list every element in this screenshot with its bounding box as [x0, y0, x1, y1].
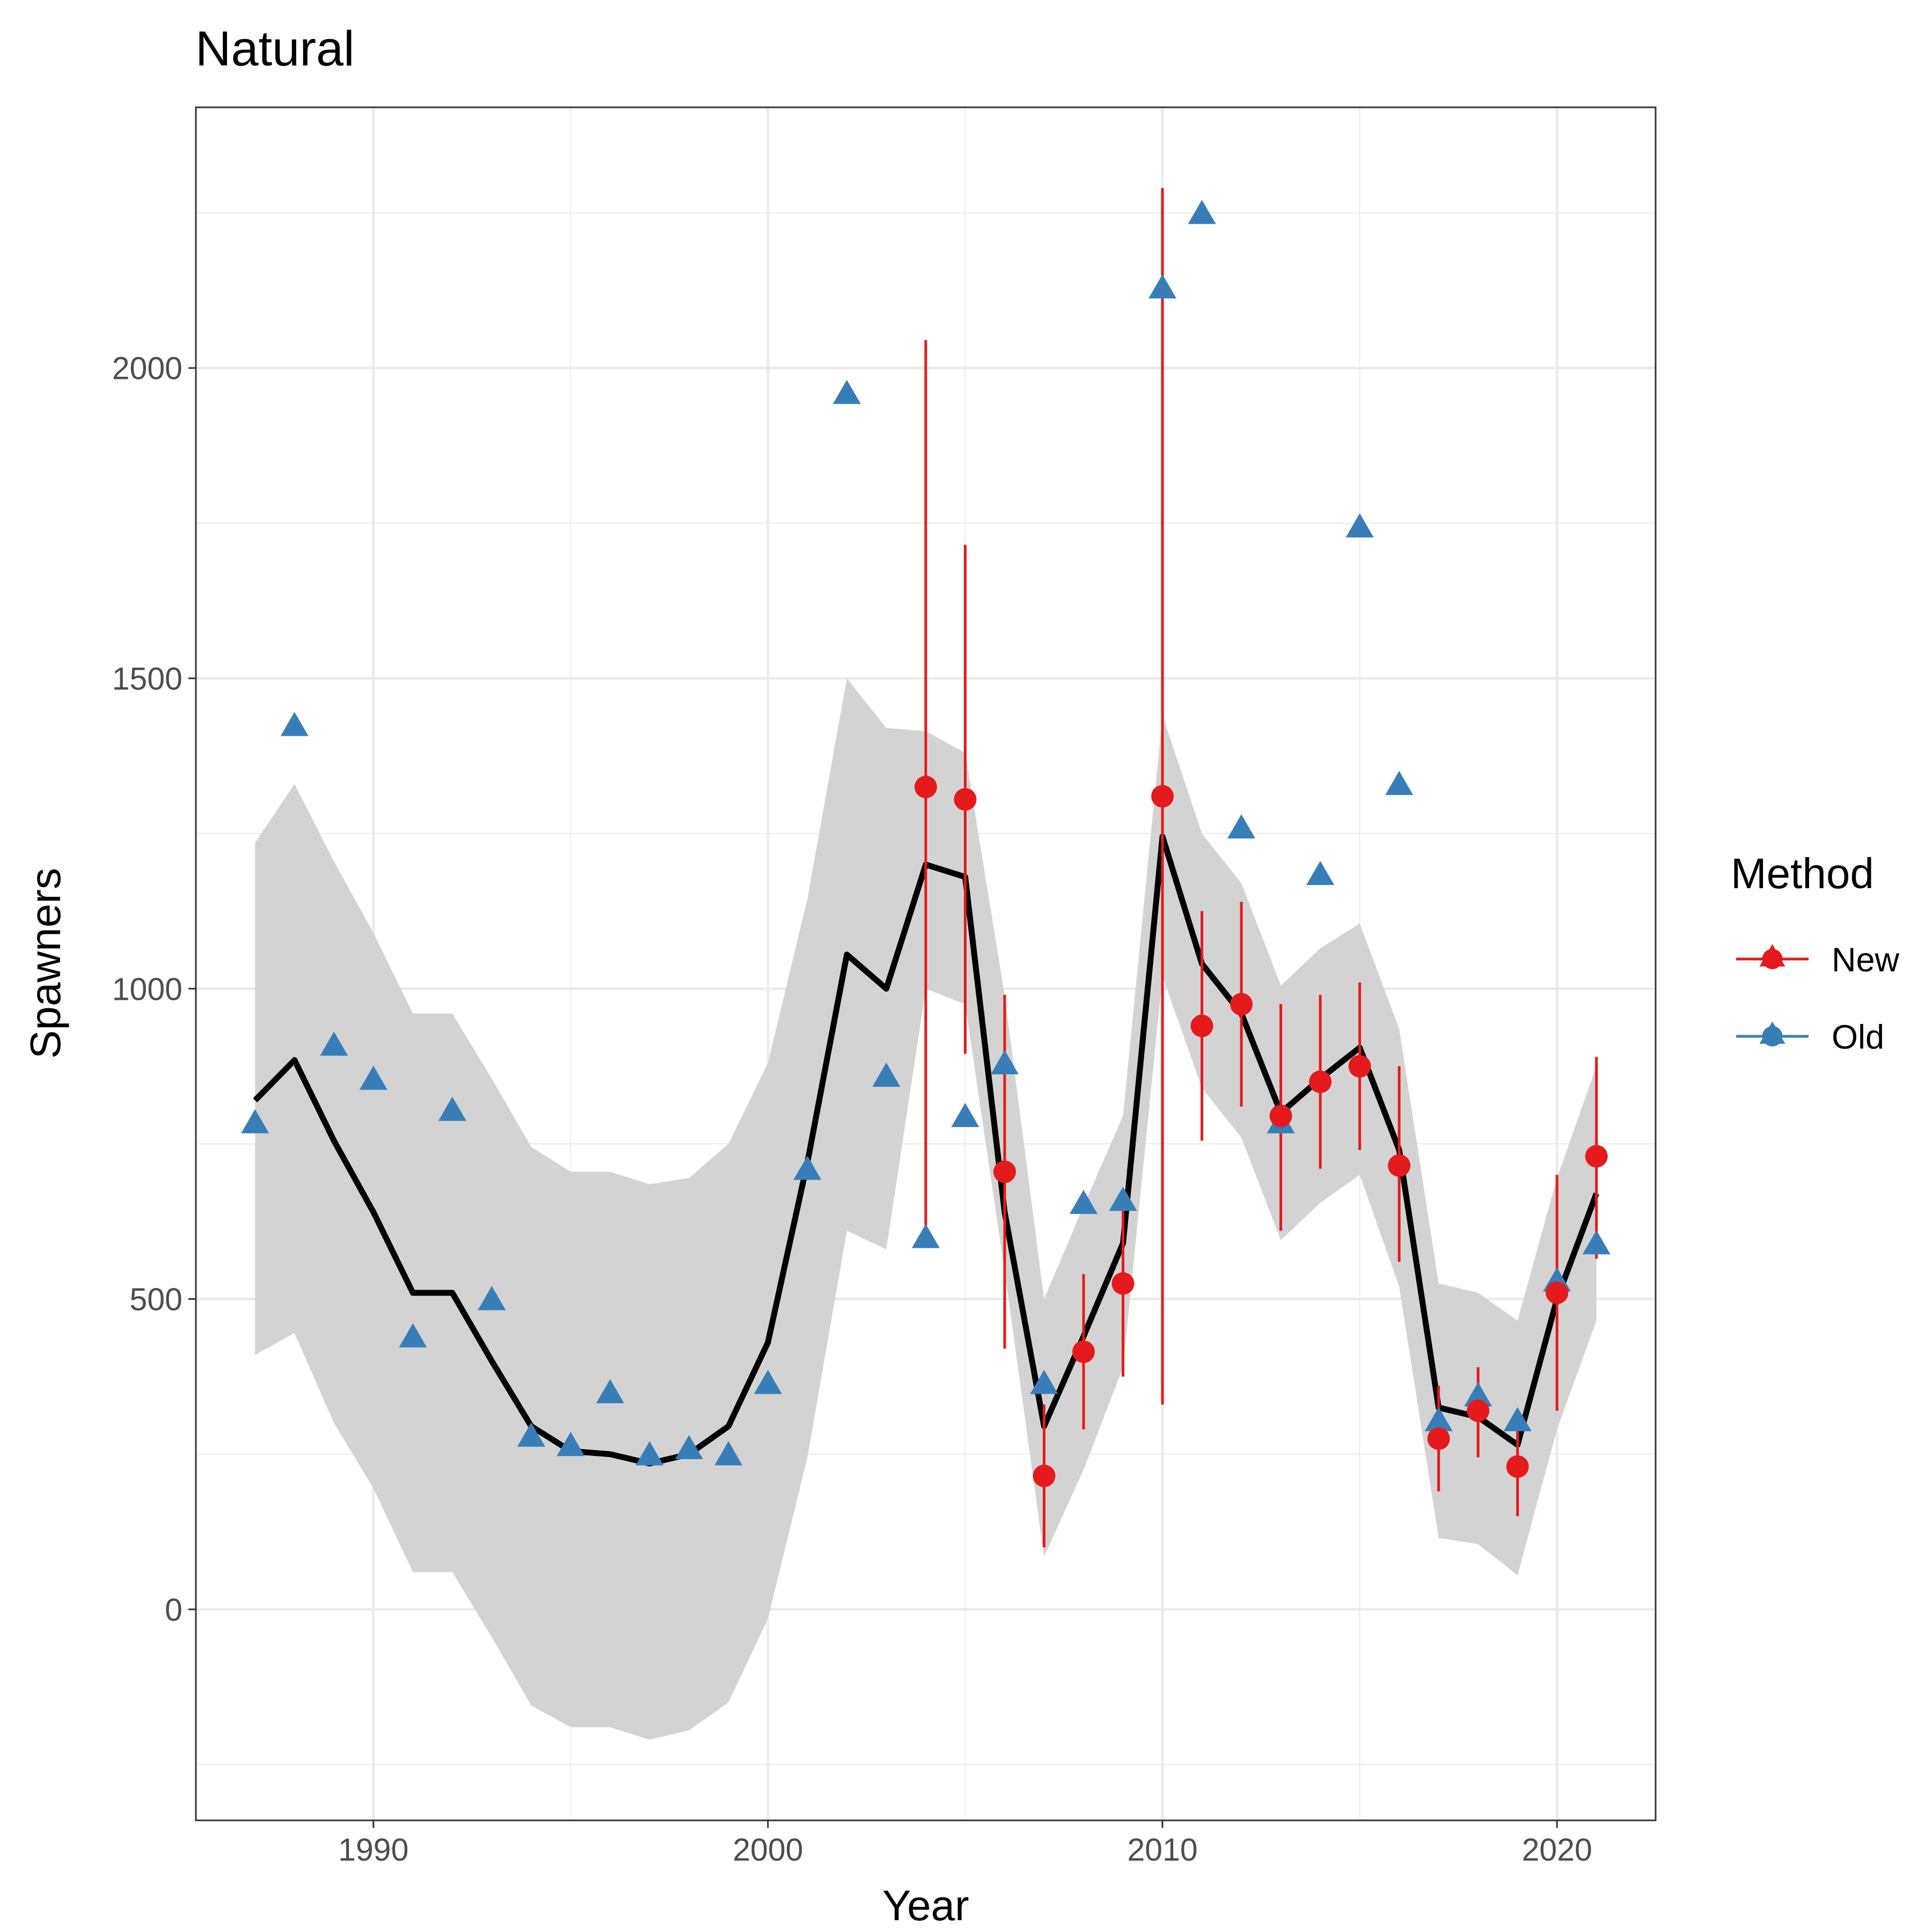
old-point — [675, 1435, 703, 1459]
old-point — [1148, 274, 1177, 299]
legend-title: Method — [1731, 850, 1874, 897]
old-point — [1424, 1407, 1453, 1431]
new-point — [1269, 1104, 1292, 1128]
new-point — [1072, 1340, 1095, 1363]
old-point — [793, 1155, 822, 1180]
old-point — [872, 1062, 901, 1087]
old-point — [714, 1441, 743, 1466]
legend-label: New — [1832, 941, 1900, 979]
old-point — [1188, 200, 1216, 224]
plot-border — [195, 106, 1657, 1821]
old-point — [359, 1065, 387, 1090]
legend-entries: New Old — [1736, 941, 1900, 1056]
y-tick-label: 1500 — [112, 661, 182, 697]
old-point — [1306, 861, 1335, 885]
new-point — [1546, 1281, 1569, 1304]
x-tick-label: 1990 — [338, 1832, 408, 1868]
old-point — [912, 1224, 940, 1248]
old-point — [951, 1103, 979, 1128]
new-point — [1309, 1070, 1332, 1093]
new-point — [993, 1160, 1016, 1183]
old-point — [991, 1050, 1019, 1074]
x-axis-title: Year — [882, 1882, 969, 1929]
legend-key-circle — [1762, 1026, 1783, 1046]
old-point — [1345, 513, 1374, 538]
old-point — [438, 1096, 466, 1121]
chart-title: Natural — [195, 21, 355, 76]
old-point — [635, 1441, 664, 1466]
old-point — [832, 379, 861, 404]
x-tick-label: 2020 — [1522, 1832, 1592, 1868]
new-point — [1230, 993, 1253, 1016]
fit-confidence-band — [255, 678, 1597, 1740]
old-point — [478, 1286, 506, 1311]
old-point — [1503, 1407, 1532, 1431]
old-point — [1464, 1382, 1492, 1407]
x-tick-label: 2000 — [733, 1832, 803, 1868]
y-tick-label: 500 — [130, 1282, 182, 1318]
new-point — [1111, 1272, 1135, 1295]
old-point — [596, 1379, 624, 1403]
old-point — [399, 1323, 427, 1348]
new-point — [1467, 1399, 1490, 1422]
old-point — [557, 1432, 585, 1457]
x-tick-label: 2010 — [1127, 1832, 1197, 1868]
old-point — [1109, 1187, 1137, 1211]
y-tick-label: 2000 — [112, 351, 182, 386]
old-point — [241, 1109, 269, 1133]
old-point — [320, 1031, 348, 1056]
y-axis-title: Spawners — [21, 868, 69, 1059]
new-point — [1348, 1055, 1371, 1078]
new-point — [1427, 1427, 1450, 1450]
new-point — [1033, 1465, 1056, 1488]
new-point — [1506, 1455, 1529, 1478]
new-point — [954, 788, 977, 811]
y-tick-label: 1000 — [112, 971, 182, 1007]
new-point — [1190, 1014, 1213, 1037]
legend-label: Old — [1832, 1019, 1884, 1056]
old-point — [280, 712, 309, 736]
new-point — [1585, 1145, 1608, 1168]
old-point — [1227, 814, 1256, 839]
x-axis-ticks: 1990 2000 2010 2020 — [338, 1820, 1592, 1868]
y-tick-label: 0 — [165, 1592, 182, 1628]
legend-key-circle — [1762, 949, 1783, 969]
new-series-points — [914, 775, 1608, 1488]
new-point — [1151, 785, 1174, 808]
old-point — [1385, 771, 1414, 795]
old-point — [1030, 1370, 1058, 1394]
confidence-band — [255, 678, 1597, 1740]
new-point — [1388, 1154, 1411, 1177]
new-point — [914, 775, 937, 799]
old-point — [753, 1370, 782, 1394]
old-point — [517, 1422, 545, 1447]
old-point — [1582, 1230, 1611, 1255]
old-point — [1070, 1190, 1098, 1214]
y-axis-ticks: 0 500 1000 1500 2000 — [112, 351, 196, 1628]
legend: Method New Old — [1731, 850, 1900, 1056]
